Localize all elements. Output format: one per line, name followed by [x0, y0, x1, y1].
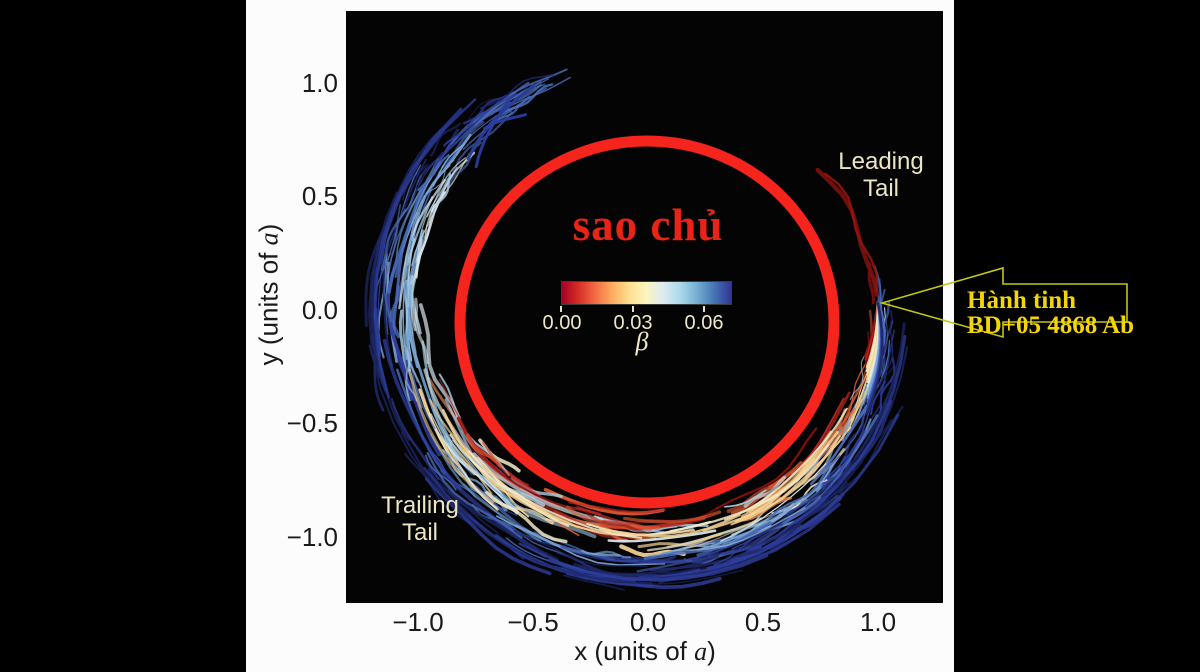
y-tick-label: −0.5 [286, 408, 338, 438]
x-axis-label-text: ) [707, 636, 716, 666]
x-tick-label: 0.5 [744, 607, 782, 637]
colorbar-tick [703, 306, 705, 312]
trailing-tail-label: Trailing Tail [345, 492, 495, 546]
planet-arrow-icon [879, 266, 1128, 339]
planet-label-line2: BD+05 4868 Ab [967, 312, 1135, 339]
leading-tail-label-line1: Leading [838, 148, 924, 175]
x-tick-label: 1.0 [859, 607, 897, 637]
y-tick-label: 1.0 [301, 68, 338, 98]
colorbar-tick-label: 0.03 [613, 312, 653, 334]
star-highlight-circle [454, 135, 840, 509]
x-tick-label: −1.0 [392, 607, 444, 637]
y-tick-label: −1.0 [286, 522, 338, 552]
y-axis-label-text: ) [253, 223, 284, 233]
y-axis-label-text: y (units of [253, 245, 284, 366]
y-axis-label: y (units of a) [254, 145, 285, 445]
y-tick-label: 0.0 [301, 295, 338, 325]
colorbar-axis-label: β [635, 327, 649, 356]
x-axis-label-text: x (units of [574, 636, 695, 666]
trailing-tail-label-line1: Trailing [381, 492, 459, 519]
leading-tail-label: Leading Tail [806, 148, 956, 202]
trailing-tail-label-line2: Tail [401, 519, 438, 546]
x-axis-label: x (units of a) [495, 636, 795, 667]
x-axis-label-var: a [694, 637, 708, 666]
colorbar-gradient [561, 281, 732, 305]
y-tick-label: 0.5 [301, 181, 338, 211]
x-tick-label: 0.0 [629, 607, 667, 637]
leading-tail-label-line2: Tail [862, 175, 899, 202]
host-star-label: sao chủ [572, 200, 724, 250]
colorbar-tick-label: 0.00 [542, 312, 582, 334]
colorbar-tick [560, 306, 562, 312]
colorbar-tick-label: 0.06 [684, 312, 724, 334]
x-tick-label: −0.5 [507, 607, 559, 637]
y-axis-label-var: a [254, 232, 284, 246]
planet-label-line1: Hành tinh [967, 287, 1077, 314]
dust-tail-strands [364, 68, 909, 591]
colorbar-tick [632, 306, 634, 312]
